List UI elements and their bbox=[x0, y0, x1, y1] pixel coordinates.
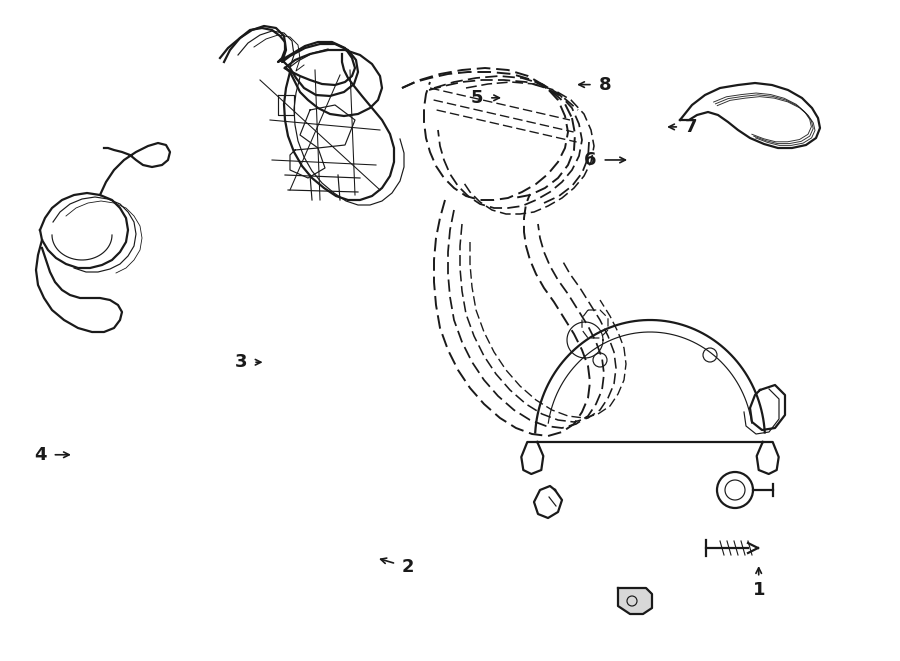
Text: 4: 4 bbox=[34, 446, 47, 464]
Text: 5: 5 bbox=[471, 89, 483, 107]
Text: 7: 7 bbox=[685, 118, 698, 136]
Text: 2: 2 bbox=[401, 558, 414, 576]
Text: 1: 1 bbox=[752, 580, 765, 599]
Text: 6: 6 bbox=[584, 151, 597, 169]
Polygon shape bbox=[618, 588, 652, 614]
Text: 3: 3 bbox=[235, 353, 248, 371]
Text: 8: 8 bbox=[598, 75, 611, 94]
